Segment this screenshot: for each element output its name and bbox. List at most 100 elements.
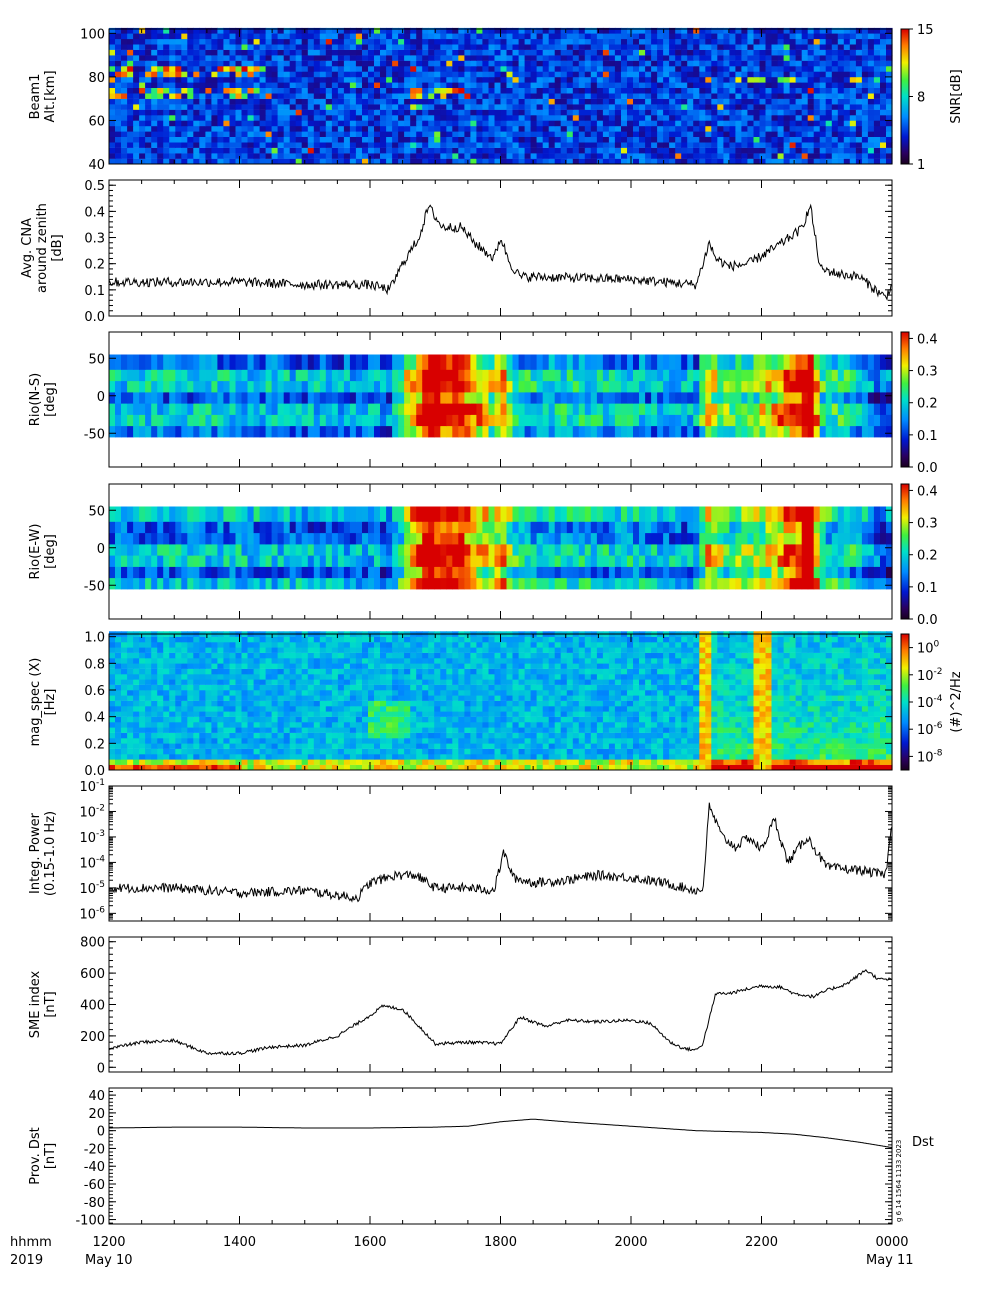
heatmap-cell: [386, 414, 393, 427]
heatmap-cell: [337, 369, 345, 382]
heatmap-cell: [590, 71, 598, 78]
heatmap-cell: [705, 71, 712, 78]
y-tick-label: 0: [97, 390, 105, 405]
heatmap-cell: [777, 120, 785, 127]
heatmap-cell: [458, 66, 465, 72]
heatmap-cell: [861, 369, 869, 382]
heatmap-cell: [880, 115, 887, 121]
heatmap-cell: [602, 544, 610, 556]
heatmap-cell: [151, 544, 158, 556]
heatmap-cell: [404, 27, 411, 34]
heatmap-cell: [434, 136, 441, 143]
heatmap-cell: [801, 125, 809, 132]
heatmap-cell: [873, 120, 881, 127]
heatmap-cell: [873, 49, 881, 56]
heatmap-cell: [813, 131, 821, 137]
heatmap-cell: [470, 380, 477, 393]
heatmap-cell: [398, 49, 405, 56]
heatmap-cell: [506, 577, 514, 590]
heatmap-cell: [494, 403, 502, 415]
heatmap-cell: [717, 44, 724, 50]
heatmap-cell: [657, 392, 664, 404]
heatmap-cell: [115, 71, 122, 78]
heatmap-cell: [199, 93, 206, 99]
heatmap-cell: [277, 93, 285, 99]
heatmap-cell: [295, 532, 303, 545]
heatmap-cell: [289, 93, 297, 99]
heatmap-cell: [355, 354, 363, 370]
heatmap-cell: [277, 44, 285, 50]
heatmap-cell: [627, 125, 634, 132]
heatmap-cell: [253, 153, 261, 159]
heatmap-cell: [675, 354, 682, 370]
heatmap-cell: [434, 158, 441, 165]
heatmap-cell: [542, 566, 550, 579]
heatmap-cell: [633, 98, 640, 105]
heatmap-cell: [289, 98, 297, 105]
heatmap-cell: [277, 55, 285, 61]
heatmap-cell: [488, 115, 496, 121]
heatmap-cell: [705, 147, 712, 154]
heatmap-cell: [590, 60, 598, 67]
heatmap-cell: [639, 44, 646, 50]
heatmap-cell: [343, 66, 351, 72]
heatmap-cell: [404, 60, 411, 67]
heatmap-cell: [416, 109, 423, 116]
heatmap-cell: [621, 414, 628, 427]
heatmap-cell: [621, 425, 628, 438]
heatmap-cell: [169, 82, 176, 88]
heatmap-cell: [614, 60, 622, 67]
heatmap-cell: [621, 115, 628, 121]
heatmap-cell: [199, 142, 206, 148]
heatmap-cell: [536, 354, 544, 370]
heatmap-cell: [446, 60, 453, 67]
heatmap-cell: [518, 60, 526, 67]
heatmap-cell: [247, 532, 255, 545]
heatmap-cell: [621, 49, 628, 56]
heatmap-cell: [380, 27, 387, 34]
heatmap-cell: [506, 82, 514, 88]
heatmap-cell: [325, 55, 333, 61]
heatmap-cell: [362, 109, 369, 116]
heatmap-cell: [482, 577, 489, 590]
heatmap-cell: [313, 380, 321, 393]
y-tick-label: 0.3: [84, 232, 105, 247]
heatmap-cell: [337, 125, 345, 132]
heatmap-cell: [404, 142, 411, 148]
heatmap-cell: [139, 153, 146, 159]
heatmap-cell: [181, 403, 188, 415]
heatmap-cell: [355, 425, 363, 438]
heatmap-cell: [464, 44, 471, 50]
heatmap-cell: [566, 120, 574, 127]
heatmap-cell: [807, 354, 815, 370]
heatmap-cell: [512, 55, 520, 61]
heatmap-cell: [368, 153, 375, 159]
heatmap-cell: [452, 125, 459, 132]
heatmap-cell: [265, 93, 273, 99]
heatmap-cell: [386, 104, 393, 110]
heatmap-cell: [657, 131, 664, 137]
heatmap-cell: [253, 120, 261, 127]
heatmap-cell: [169, 66, 176, 72]
heatmap-cell: [157, 566, 164, 579]
heatmap-cell: [470, 158, 477, 165]
heatmap-cell: [482, 544, 489, 556]
heatmap-cell: [813, 369, 821, 382]
heatmap-cell: [861, 44, 869, 50]
heatmap-cell: [325, 566, 333, 579]
heatmap-cell: [548, 153, 556, 159]
heatmap-cell: [229, 27, 237, 34]
heatmap-cell: [211, 27, 218, 34]
heatmap-cell: [271, 49, 279, 56]
heatmap-cell: [572, 55, 580, 61]
heatmap-cell: [452, 142, 459, 148]
heatmap-cell: [440, 131, 447, 137]
heatmap-cell: [151, 33, 158, 40]
heatmap-cell: [729, 71, 736, 78]
heatmap-cell: [368, 76, 375, 83]
heatmap-cell: [464, 71, 471, 78]
heatmap-cell: [247, 98, 255, 105]
heatmap-cell: [169, 566, 176, 579]
heatmap-cell: [560, 136, 568, 143]
heatmap-cell: [536, 414, 544, 427]
